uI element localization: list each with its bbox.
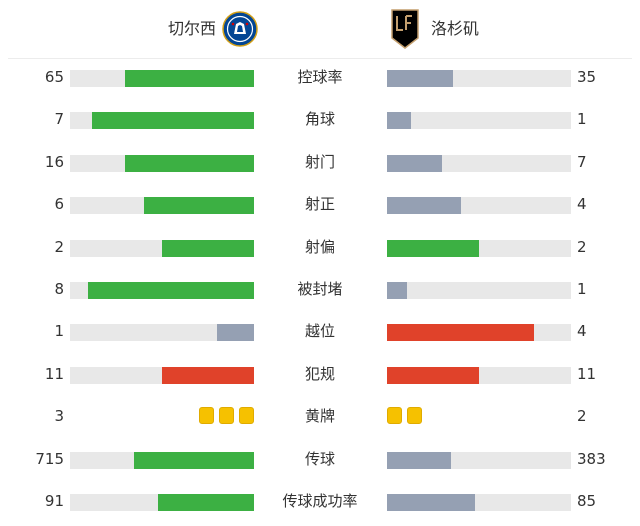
home-stat-bar xyxy=(88,281,254,299)
away-stat-value: 11 xyxy=(577,364,597,383)
home-team-name: 切尔西 xyxy=(168,19,217,38)
match-header: 切尔西 洛杉矶 xyxy=(0,0,640,58)
stat-label: 传球 xyxy=(304,449,335,468)
stat-label: 传球成功率 xyxy=(282,491,358,510)
home-stat-bar xyxy=(125,70,254,87)
away-stat-bar-track xyxy=(387,239,571,257)
home-stat-bar xyxy=(134,451,254,469)
away-stat-bar-track xyxy=(387,197,571,215)
home-stat-bar-track xyxy=(70,154,254,172)
home-stat-bar-track xyxy=(70,493,254,511)
yellow-card-icon xyxy=(387,407,402,425)
lafc-crest-icon xyxy=(391,9,419,49)
away-stat-value: 1 xyxy=(577,279,587,298)
away-stat-bar xyxy=(387,366,479,384)
stat-row: 65 控球率 35 xyxy=(0,56,640,98)
home-stat-bar-track xyxy=(70,281,254,299)
away-stat-bar xyxy=(387,112,411,130)
home-stat-value: 715 xyxy=(35,449,64,468)
home-stat-bar xyxy=(162,239,254,257)
home-stat-value: 65 xyxy=(44,68,64,86)
away-stat-value: 1 xyxy=(577,110,587,129)
stat-label: 射正 xyxy=(304,195,335,214)
away-stat-value: 35 xyxy=(577,68,597,86)
stat-row: 8 被封堵 1 xyxy=(0,268,640,310)
home-yellow-cards xyxy=(199,407,254,427)
away-stat-value: 7 xyxy=(577,152,587,171)
stat-row: 11 犯规 11 xyxy=(0,353,640,395)
stat-row: 91 传球成功率 85 xyxy=(0,480,640,522)
away-stat-bar xyxy=(387,493,476,511)
away-stat-value: 383 xyxy=(577,449,606,468)
away-yellow-cards xyxy=(387,407,422,427)
home-stat-value: 16 xyxy=(44,152,64,171)
stat-label: 射偏 xyxy=(304,237,335,256)
stat-row: 2 射偏 2 xyxy=(0,226,640,268)
home-stat-bar xyxy=(125,154,254,172)
home-stat-bar xyxy=(92,112,254,130)
away-stat-bar-track xyxy=(387,281,571,299)
away-stat-bar xyxy=(387,154,443,172)
stat-label: 控球率 xyxy=(297,68,343,86)
home-stat-bar xyxy=(158,493,254,511)
away-stat-bar-track xyxy=(387,451,571,469)
stat-row: 1 越位 4 xyxy=(0,310,640,352)
header-divider xyxy=(8,58,632,59)
chelsea-crest-icon xyxy=(222,11,258,47)
stats-table: 65 控球率 35 7 角球 1 16 射门 7 6 射正 4 2 射偏 2 8 被封堵 1 1 越位 4 11 犯规 11 3… xyxy=(0,56,640,522)
away-stat-value: 2 xyxy=(577,407,587,426)
stat-row: 7 角球 1 xyxy=(0,98,640,140)
home-stat-value: 91 xyxy=(44,491,64,510)
home-stat-bar-track xyxy=(70,112,254,130)
home-stat-bar xyxy=(143,197,254,215)
away-stat-bar-track xyxy=(387,324,571,342)
stat-label: 角球 xyxy=(304,110,335,129)
away-stat-bar-track xyxy=(387,154,571,172)
yellow-card-icon xyxy=(407,407,422,425)
away-stat-bar xyxy=(387,70,454,87)
home-stat-bar-track xyxy=(70,239,254,257)
stat-label: 被封堵 xyxy=(297,279,343,298)
home-stat-value: 1 xyxy=(54,322,64,341)
away-stat-bar xyxy=(387,239,479,257)
away-stat-value: 4 xyxy=(577,322,587,341)
stat-row: 6 射正 4 xyxy=(0,183,640,225)
home-stat-bar-track xyxy=(70,451,254,469)
home-stat-bar-track xyxy=(70,324,254,342)
stat-label: 越位 xyxy=(304,322,335,341)
home-stat-bar xyxy=(217,324,254,342)
home-stat-bar-track xyxy=(70,366,254,384)
stat-row: 16 射门 7 xyxy=(0,141,640,183)
home-stat-value: 3 xyxy=(54,407,64,426)
home-stat-value: 11 xyxy=(44,364,64,383)
away-stat-bar xyxy=(387,197,461,215)
home-stat-value: 2 xyxy=(54,237,64,256)
yellow-card-icon xyxy=(199,407,214,425)
stat-label: 犯规 xyxy=(304,364,335,383)
away-stat-bar-track xyxy=(387,366,571,384)
stat-label: 黄牌 xyxy=(304,407,335,426)
away-stat-bar xyxy=(387,324,535,342)
home-stat-bar-track xyxy=(70,70,254,87)
away-stat-bar-track xyxy=(387,493,571,511)
stat-row: 715 传球 383 xyxy=(0,438,640,480)
stat-label: 射门 xyxy=(304,152,335,171)
yellow-card-icon xyxy=(219,407,234,425)
home-stat-bar-track xyxy=(70,197,254,215)
away-stat-bar-track xyxy=(387,70,571,87)
away-stat-bar-track xyxy=(387,112,571,130)
away-stat-value: 85 xyxy=(577,491,597,510)
yellow-card-icon xyxy=(239,407,254,425)
away-stat-bar xyxy=(387,451,452,469)
home-stat-value: 6 xyxy=(54,195,64,214)
home-stat-value: 8 xyxy=(54,279,64,298)
away-team-name: 洛杉矶 xyxy=(431,19,480,38)
away-stat-value: 4 xyxy=(577,195,587,214)
home-stat-value: 7 xyxy=(54,110,64,129)
away-stat-bar xyxy=(387,281,408,299)
home-stat-bar xyxy=(162,366,254,384)
stat-row: 3 黄牌 2 xyxy=(0,395,640,437)
away-stat-value: 2 xyxy=(577,237,587,256)
